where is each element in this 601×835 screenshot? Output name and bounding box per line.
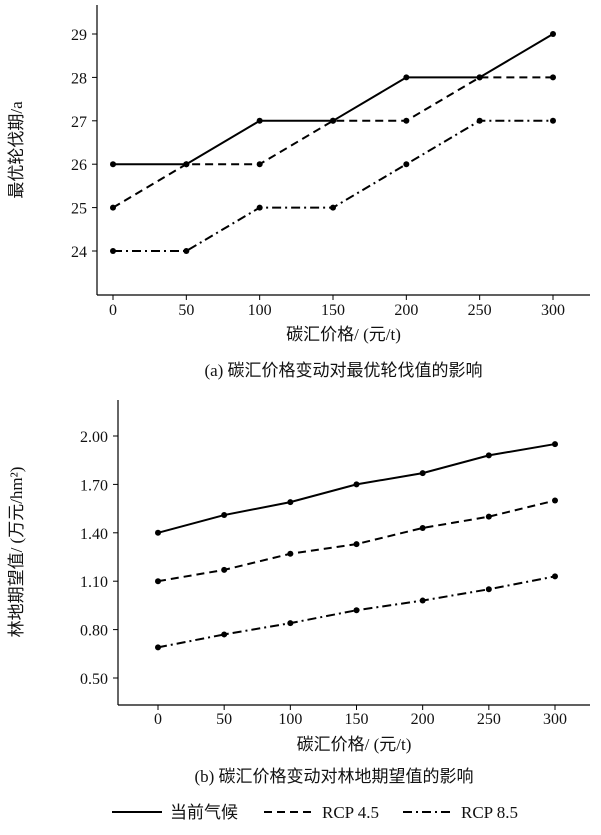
data-point — [330, 117, 336, 124]
data-point — [403, 74, 410, 81]
data-point — [403, 161, 410, 168]
series-line — [112, 76, 553, 209]
x-tick-label: 0 — [154, 711, 162, 728]
y-axis-label: 最优轮伐期/a — [7, 101, 26, 199]
y-tick-label: 0.80 — [80, 623, 108, 640]
x-tick-label: 100 — [248, 302, 272, 319]
data-point — [183, 248, 190, 254]
x-tick-label: 50 — [178, 302, 194, 319]
data-point — [476, 74, 483, 81]
data-point — [256, 161, 263, 168]
y-tick-label: 28 — [71, 70, 87, 87]
data-point — [330, 204, 336, 211]
chart-title: (b) 碳汇价格变动对林地期望值的影响 — [194, 767, 473, 786]
chart-a: 24 25 26 27 28 29 0 50 100 150 200 250 300 碳汇价格/ (元/t… — [7, 5, 590, 380]
data-point — [550, 31, 556, 37]
series-line — [157, 499, 556, 583]
y-tick-label: 1.10 — [80, 574, 108, 591]
x-tick-label: 250 — [468, 302, 492, 319]
data-point — [110, 248, 116, 254]
data-point — [287, 620, 294, 627]
data-point — [353, 481, 360, 488]
data-point — [155, 529, 161, 536]
chart-title: (a) 碳汇价格变动对最优轮伐值的影响 — [204, 361, 482, 380]
data-point — [550, 117, 556, 124]
data-point — [403, 117, 410, 124]
x-tick-label: 150 — [345, 711, 369, 728]
data-point — [256, 204, 263, 211]
data-point — [155, 644, 161, 651]
data-point — [353, 541, 360, 548]
y-tick-label: 29 — [71, 27, 87, 44]
y-tick-label: 0.50 — [80, 671, 108, 688]
series-solid — [110, 31, 556, 168]
series-dashed — [155, 497, 558, 585]
y-tick-label: 26 — [71, 157, 87, 174]
series-dashdot — [110, 117, 556, 254]
chart-b: 0.50 0.80 1.10 1.40 1.70 2.00 0 50 100 150 200 250 3… — [7, 400, 590, 786]
x-tick-label: 250 — [477, 711, 501, 728]
y-tick-label: 27 — [71, 114, 87, 131]
y-tick-label: 2.00 — [80, 429, 108, 446]
data-point — [552, 573, 558, 580]
data-point — [485, 513, 492, 520]
x-tick-label: 100 — [278, 711, 302, 728]
x-tick-label: 300 — [541, 302, 565, 319]
y-tick-label: 24 — [71, 244, 87, 261]
series-solid — [155, 441, 558, 536]
data-point — [552, 441, 558, 448]
y-tick-label: 25 — [71, 201, 87, 218]
data-point — [256, 117, 263, 124]
data-point — [155, 578, 161, 585]
legend-label: RCP 8.5 — [461, 803, 518, 822]
x-axis-label: 碳汇价格/ (元/t) — [286, 325, 401, 344]
data-point — [419, 470, 426, 477]
x-tick-label: 200 — [411, 711, 435, 728]
x-tick-label: 0 — [109, 302, 117, 319]
data-point — [110, 161, 116, 168]
data-point — [550, 74, 556, 81]
series-line — [157, 443, 556, 534]
data-point — [287, 499, 294, 506]
legend-label: 当前气候 — [170, 803, 238, 822]
y-tick-label: 1.40 — [80, 526, 108, 543]
data-point — [353, 607, 360, 614]
data-point — [419, 524, 426, 531]
x-axis-label: 碳汇价格/ (元/t) — [297, 735, 412, 754]
series-line — [113, 33, 554, 166]
y-tick-label: 1.70 — [80, 477, 108, 494]
x-tick-label: 50 — [216, 711, 232, 728]
data-point — [552, 497, 558, 504]
data-point — [485, 452, 492, 459]
data-point — [485, 586, 492, 593]
series-dashdot — [155, 573, 558, 651]
data-point — [221, 566, 228, 573]
y-axis-label: 林地期望值/ (万元/hm²) — [7, 467, 26, 638]
x-tick-label: 150 — [321, 302, 345, 319]
data-point — [287, 550, 294, 557]
data-point — [221, 512, 228, 519]
series-dashed — [110, 74, 556, 211]
x-tick-label: 200 — [394, 302, 418, 319]
series-line — [113, 119, 553, 252]
data-point — [419, 597, 426, 604]
legend: 当前气候 RCP 4.5 RCP 8.5 — [112, 803, 518, 822]
data-point — [476, 117, 483, 124]
data-point — [110, 204, 116, 211]
legend-label: RCP 4.5 — [322, 803, 379, 822]
data-point — [221, 631, 228, 638]
x-tick-label: 300 — [543, 711, 567, 728]
data-point — [183, 161, 190, 168]
